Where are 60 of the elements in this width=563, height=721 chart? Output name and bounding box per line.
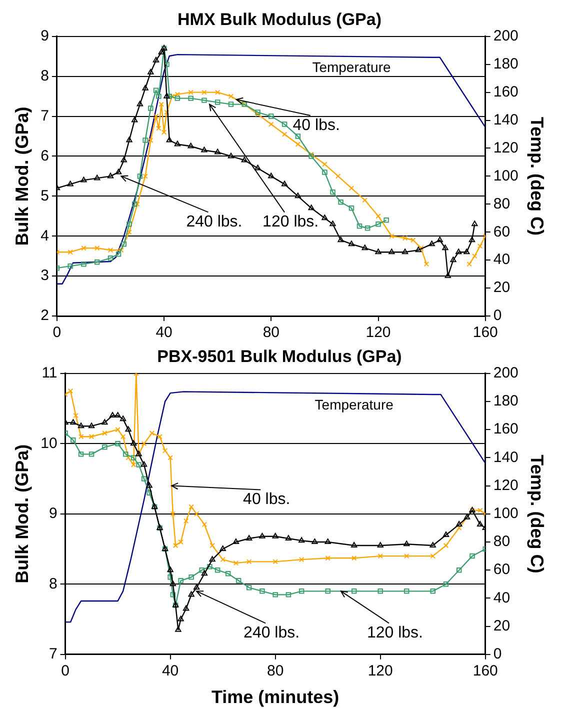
annotation: 120 lbs. <box>262 214 319 231</box>
x-tick-label: 40 <box>162 662 179 680</box>
y-tick-label: 4 <box>40 227 49 244</box>
y-tick-label: 6 <box>40 147 49 164</box>
y-axis-title: Bulk Mod. (GPa) <box>12 106 32 246</box>
y2-tick-label: 180 <box>493 392 518 410</box>
y-tick-label: 2 <box>40 307 49 324</box>
y2-tick-label: 120 <box>493 139 518 156</box>
annotation: 40 lbs. <box>243 491 290 508</box>
y2-tick-label: 200 <box>493 28 518 45</box>
y2-tick-label: 120 <box>493 476 518 494</box>
y-tick-label: 7 <box>48 646 58 663</box>
y-tick-label: 3 <box>40 267 49 284</box>
y2-tick-label: 140 <box>493 111 518 128</box>
y-tick-label: 11 <box>42 364 58 382</box>
annotation: 240 lbs. <box>244 624 300 642</box>
y2-tick-label: 20 <box>493 279 510 296</box>
annotation: 240 lbs. <box>186 214 242 231</box>
y2-axis-title: Temp. (deg C) <box>527 116 548 236</box>
y-tick-label: 7 <box>40 107 49 124</box>
x-tick-label: 160 <box>472 324 498 342</box>
y2-tick-label: 60 <box>493 561 510 578</box>
y2-tick-label: 100 <box>493 505 518 522</box>
y-tick-label: 8 <box>48 575 58 592</box>
chart-title: PBX-9501 Bulk Modulus (GPa) <box>157 346 402 366</box>
y2-tick-label: 40 <box>493 251 510 268</box>
y2-tick-label: 180 <box>493 56 518 72</box>
y-tick-label: 10 <box>40 434 58 452</box>
chart-title: HMX Bulk Modulus (GPa) <box>178 10 382 29</box>
series-label: Temperature <box>314 396 394 412</box>
x-tick-label: 160 <box>472 662 498 680</box>
x-tick-label: 80 <box>266 662 284 680</box>
y2-tick-label: 160 <box>493 420 518 438</box>
x-tick-label: 40 <box>156 324 172 342</box>
x-tick-label: 0 <box>52 324 62 342</box>
y2-tick-label: 100 <box>493 167 518 184</box>
y2-tick-label: 160 <box>493 83 518 100</box>
x-tick-label: 80 <box>262 324 280 342</box>
y2-tick-label: 80 <box>493 533 510 550</box>
y2-tick-label: 20 <box>493 617 510 634</box>
y-axis-title: Bulk Mod. (GPa) <box>12 444 32 584</box>
y2-tick-label: 0 <box>493 646 502 663</box>
y2-tick-label: 200 <box>493 364 518 382</box>
x-axis-title: Time (minutes) <box>211 687 340 708</box>
x-tick-label: 0 <box>61 662 70 680</box>
annotation: 120 lbs. <box>366 624 423 642</box>
series-label: Temperature <box>312 59 391 76</box>
y2-tick-label: 0 <box>493 307 502 324</box>
y2-axis-title: Temp. (deg C) <box>527 454 548 574</box>
y2-tick-label: 140 <box>493 448 518 466</box>
y-tick-label: 5 <box>40 187 49 204</box>
y-tick-label: 9 <box>48 505 58 522</box>
x-tick-label: 120 <box>368 662 393 680</box>
y-tick-label: 9 <box>40 28 49 45</box>
y2-tick-label: 60 <box>493 223 510 240</box>
x-tick-label: 120 <box>366 324 391 342</box>
y-tick-label: 8 <box>40 67 49 84</box>
y2-tick-label: 80 <box>493 195 510 212</box>
y2-tick-label: 40 <box>493 589 510 606</box>
annotation: 40 lbs. <box>292 116 340 134</box>
